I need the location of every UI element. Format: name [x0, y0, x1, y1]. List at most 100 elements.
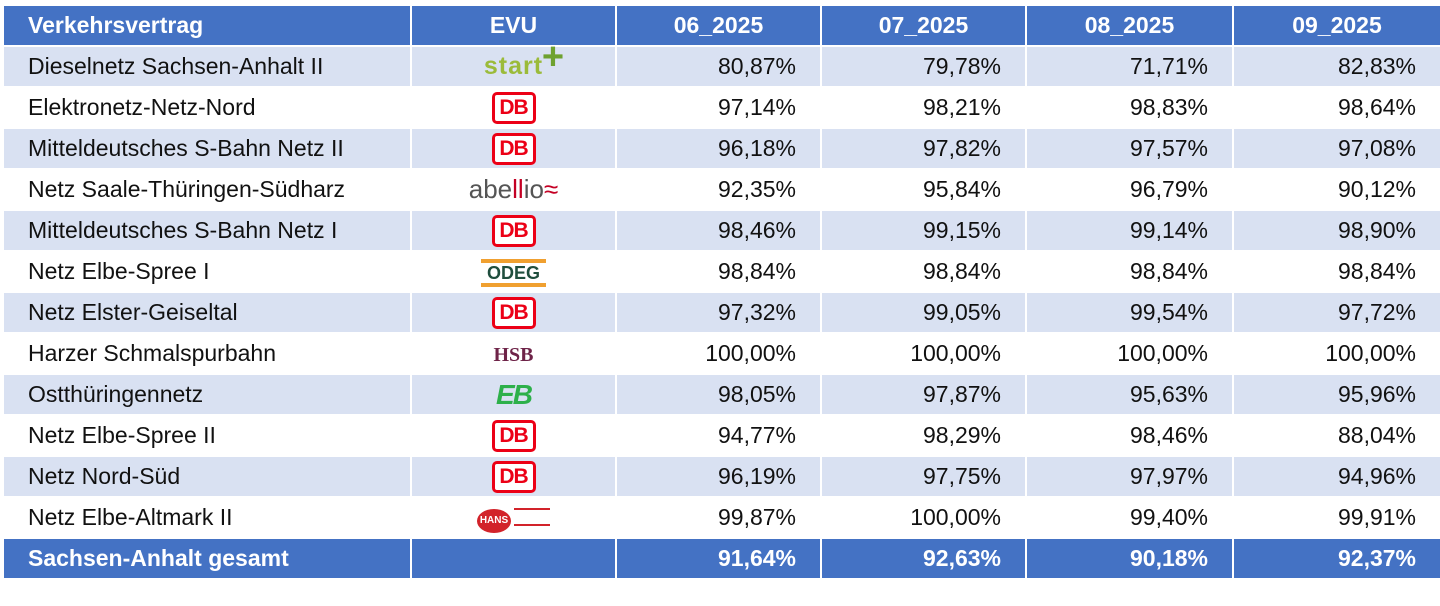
month-value: 97,57%: [1025, 127, 1234, 170]
evu-logo-cell: DB: [410, 127, 617, 170]
month-value: 97,97%: [1025, 455, 1234, 498]
month-value: 99,14%: [1025, 209, 1234, 252]
eb-logo: EB: [496, 378, 533, 410]
contract-name: Netz Saale-Thüringen-Südharz: [2, 168, 412, 211]
month-value: 100,00%: [1232, 332, 1440, 375]
month-value: 99,15%: [820, 209, 1027, 252]
db-logo: DB: [491, 91, 536, 124]
month-value: 90,12%: [1232, 168, 1440, 211]
month-value: 71,71%: [1025, 45, 1234, 88]
contract-name: Dieselnetz Sachsen-Anhalt II: [2, 45, 412, 88]
month-value: 97,72%: [1232, 291, 1440, 334]
table-row: Netz Elbe-Altmark II HANS 99,87% 100,00% 99,…: [2, 496, 1440, 539]
contract-name: Mitteldeutsches S-Bahn Netz I: [2, 209, 412, 252]
punctuality-table: Verkehrsvertrag EVU 06_2025 07_2025 08_2…: [2, 4, 1440, 580]
db-logo: DB: [491, 460, 536, 493]
evu-logo-cell: EB: [410, 373, 617, 416]
db-logo: DB: [491, 214, 536, 247]
total-name: Sachsen-Anhalt gesamt: [2, 537, 412, 580]
total-value: 91,64%: [615, 537, 822, 580]
contract-name: Elektronetz-Netz-Nord: [2, 86, 412, 129]
contract-name: Mitteldeutsches S-Bahn Netz II: [2, 127, 412, 170]
month-value: 98,84%: [1025, 250, 1234, 293]
month-value: 97,75%: [820, 455, 1027, 498]
contract-name: Netz Elbe-Spree II: [2, 414, 412, 457]
month-value: 98,84%: [615, 250, 822, 293]
month-value: 88,04%: [1232, 414, 1440, 457]
month-value: 96,18%: [615, 127, 822, 170]
table-row: Netz Elbe-Spree I ODEG 98,84% 98,84% 98,84% 9…: [2, 250, 1440, 293]
contract-name: Ostthüringennetz: [2, 373, 412, 416]
month-value: 82,83%: [1232, 45, 1440, 88]
hans-logo: HANS: [477, 502, 550, 533]
total-evu-empty: [410, 537, 617, 580]
evu-logo-cell: HANS: [410, 496, 617, 539]
header-month: 09_2025: [1232, 4, 1440, 47]
month-value: 99,40%: [1025, 496, 1234, 539]
month-value: 97,82%: [820, 127, 1027, 170]
total-row: Sachsen-Anhalt gesamt 91,64% 92,63% 90,18% 9…: [2, 537, 1440, 580]
month-value: 98,21%: [820, 86, 1027, 129]
db-logo: DB: [491, 419, 536, 452]
evu-logo-cell: HSB: [410, 332, 617, 375]
table-row: Netz Elster-Geiseltal DB 97,32% 99,05% 99,54…: [2, 291, 1440, 334]
month-value: 98,64%: [1232, 86, 1440, 129]
evu-logo-cell: DB: [410, 86, 617, 129]
db-logo: DB: [491, 132, 536, 165]
start-logo: start: [484, 52, 543, 80]
month-value: 100,00%: [1025, 332, 1234, 375]
month-value: 98,29%: [820, 414, 1027, 457]
month-value: 98,46%: [615, 209, 822, 252]
month-value: 96,19%: [615, 455, 822, 498]
total-value: 92,63%: [820, 537, 1027, 580]
evu-logo-cell: abellio≈: [410, 168, 617, 211]
evu-logo-cell: DB: [410, 209, 617, 252]
month-value: 100,00%: [615, 332, 822, 375]
month-value: 95,96%: [1232, 373, 1440, 416]
table-row: Dieselnetz Sachsen-Anhalt IIstart80,87%7…: [2, 45, 1440, 88]
month-value: 94,77%: [615, 414, 822, 457]
table-row: Netz Nord-Süd DB 96,19% 97,75% 97,97% 94,96%: [2, 455, 1440, 498]
month-value: 100,00%: [820, 332, 1027, 375]
total-value: 92,37%: [1232, 537, 1440, 580]
month-value: 99,05%: [820, 291, 1027, 334]
month-value: 95,63%: [1025, 373, 1234, 416]
contract-name: Netz Elbe-Altmark II: [2, 496, 412, 539]
month-value: 97,14%: [615, 86, 822, 129]
table-row: Mitteldeutsches S-Bahn Netz I DB 98,46% 99,…: [2, 209, 1440, 252]
month-value: 80,87%: [615, 45, 822, 88]
month-value: 98,05%: [615, 373, 822, 416]
evu-logo-cell: start: [410, 45, 617, 88]
header-row: Verkehrsvertrag EVU 06_2025 07_2025 08_2…: [2, 4, 1440, 47]
evu-logo-cell: DB: [410, 414, 617, 457]
month-value: 92,35%: [615, 168, 822, 211]
table-row: Netz Saale-Thüringen-Südharz abellio≈ 92,3…: [2, 168, 1440, 211]
month-value: 97,87%: [820, 373, 1027, 416]
month-value: 98,90%: [1232, 209, 1440, 252]
db-logo: DB: [491, 296, 536, 329]
month-value: 99,54%: [1025, 291, 1234, 334]
month-value: 99,87%: [615, 496, 822, 539]
month-value: 97,32%: [615, 291, 822, 334]
table-row: Ostthüringennetz EB 98,05% 97,87% 95,63% 95,9…: [2, 373, 1440, 416]
contract-name: Netz Nord-Süd: [2, 455, 412, 498]
table-row: Elektronetz-Netz-Nord DB 97,14% 98,21% 98,83…: [2, 86, 1440, 129]
contract-name: Harzer Schmalspurbahn: [2, 332, 412, 375]
month-value: 99,91%: [1232, 496, 1440, 539]
month-value: 98,84%: [1232, 250, 1440, 293]
odeg-logo: ODEG: [480, 259, 546, 287]
evu-logo-cell: DB: [410, 291, 617, 334]
hsb-logo: HSB: [493, 344, 534, 366]
contract-name: Netz Elster-Geiseltal: [2, 291, 412, 334]
contract-name: Netz Elbe-Spree I: [2, 250, 412, 293]
total-value: 90,18%: [1025, 537, 1234, 580]
header-contract: Verkehrsvertrag: [2, 4, 412, 47]
month-value: 96,79%: [1025, 168, 1234, 211]
month-value: 98,83%: [1025, 86, 1234, 129]
month-value: 94,96%: [1232, 455, 1440, 498]
abellio-logo: abellio≈: [468, 174, 559, 204]
header-month: 08_2025: [1025, 4, 1234, 47]
header-evu: EVU: [410, 4, 617, 47]
month-value: 79,78%: [820, 45, 1027, 88]
evu-logo-cell: DB: [410, 455, 617, 498]
